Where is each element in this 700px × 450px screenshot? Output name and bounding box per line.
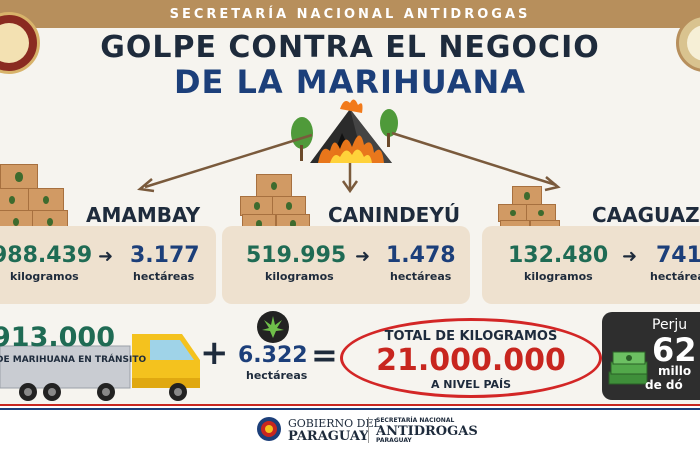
- region-card-caaguazu: [482, 226, 700, 304]
- government-line-1: GOBIERNO DEL: [288, 417, 381, 430]
- hectares-unit: hectáreas: [246, 369, 308, 382]
- arrow-right-icon: ➜: [622, 246, 638, 267]
- arrow-right-icon: ➜: [355, 246, 371, 267]
- region-kilograms: 988.439: [0, 243, 93, 268]
- hectares-unit: hectáreas: [133, 270, 195, 283]
- region-kilograms: 132.480: [508, 243, 609, 268]
- region-card-canindeyu: [222, 226, 470, 304]
- footer: [0, 410, 700, 450]
- region-name: CANINDEYÚ: [328, 203, 461, 227]
- kilograms-unit: kilogramos: [265, 270, 334, 283]
- total-hectares: 6.322: [238, 343, 308, 368]
- footer-divider: [368, 417, 369, 443]
- flame-icon: [318, 99, 384, 163]
- kilograms-unit: kilogramos: [10, 270, 79, 283]
- loss-unit-line-1: millo: [658, 364, 692, 378]
- region-name: CAAGUAZ: [592, 203, 700, 227]
- region-hectares: 1.478: [386, 243, 456, 268]
- hectares-unit: hectárea: [650, 270, 700, 283]
- title-line-2: DE LA MARIHUANA: [173, 63, 527, 101]
- title-line-1: GOLPE CONTRA EL NEGOCIO: [100, 30, 600, 65]
- loss-value: 62: [652, 331, 697, 369]
- region-name: AMAMBAY: [86, 203, 201, 227]
- region-hectares: 3.177: [130, 243, 200, 268]
- plus-sign: +: [200, 333, 229, 373]
- top-banner: SECRETARÍA NACIONAL ANTIDROGAS: [0, 0, 700, 28]
- region-card-amambay: [0, 226, 216, 304]
- government-line-2: PARAGUAY: [288, 429, 369, 444]
- total-kilograms-label: TOTAL DE KILOGRAMOS: [384, 329, 558, 344]
- total-kilograms-value: 21.000.000: [376, 343, 566, 378]
- region-hectares: 741: [656, 243, 700, 268]
- flag-stripe: [0, 404, 700, 410]
- cardboard-boxes-icon: [238, 174, 318, 234]
- agency-line-2: ANTIDROGAS: [376, 424, 478, 439]
- money-stack-icon: [608, 351, 648, 385]
- hectares-unit: hectáreas: [390, 270, 452, 283]
- cannabis-leaf-icon: [257, 311, 289, 343]
- total-scope-label: A NIVEL PAÍS: [430, 378, 512, 391]
- agency-line-1: SECRETARÍA NACIONAL: [376, 417, 455, 424]
- government-seal-icon: [257, 417, 281, 441]
- arrow-right-icon: ➜: [98, 246, 114, 267]
- burning-camp-illustration: [137, 99, 561, 194]
- arrow-to-caaguazu-icon: [391, 131, 561, 192]
- truck-icon: [0, 334, 200, 401]
- total-highlight-oval: [340, 318, 602, 398]
- agency-name: SECRETARÍA NACIONAL ANTIDROGAS: [169, 6, 531, 22]
- kilograms-unit: kilogramos: [524, 270, 593, 283]
- arrow-to-amambay-icon: [137, 133, 313, 193]
- loss-label: Perju: [652, 317, 688, 333]
- region-kilograms: 519.995: [246, 243, 347, 268]
- equals-sign: =: [311, 336, 338, 374]
- agency-line-3: PARAGUAY: [376, 437, 412, 444]
- cardboard-boxes-icon: [0, 160, 74, 234]
- transit-kilograms: 913.000: [0, 322, 115, 353]
- arrow-to-canindeyu-icon: [341, 163, 359, 194]
- transit-label: DE MARIHUANA EN TRÁNSITO: [0, 355, 147, 365]
- loss-unit-line-2: de dó: [645, 378, 683, 392]
